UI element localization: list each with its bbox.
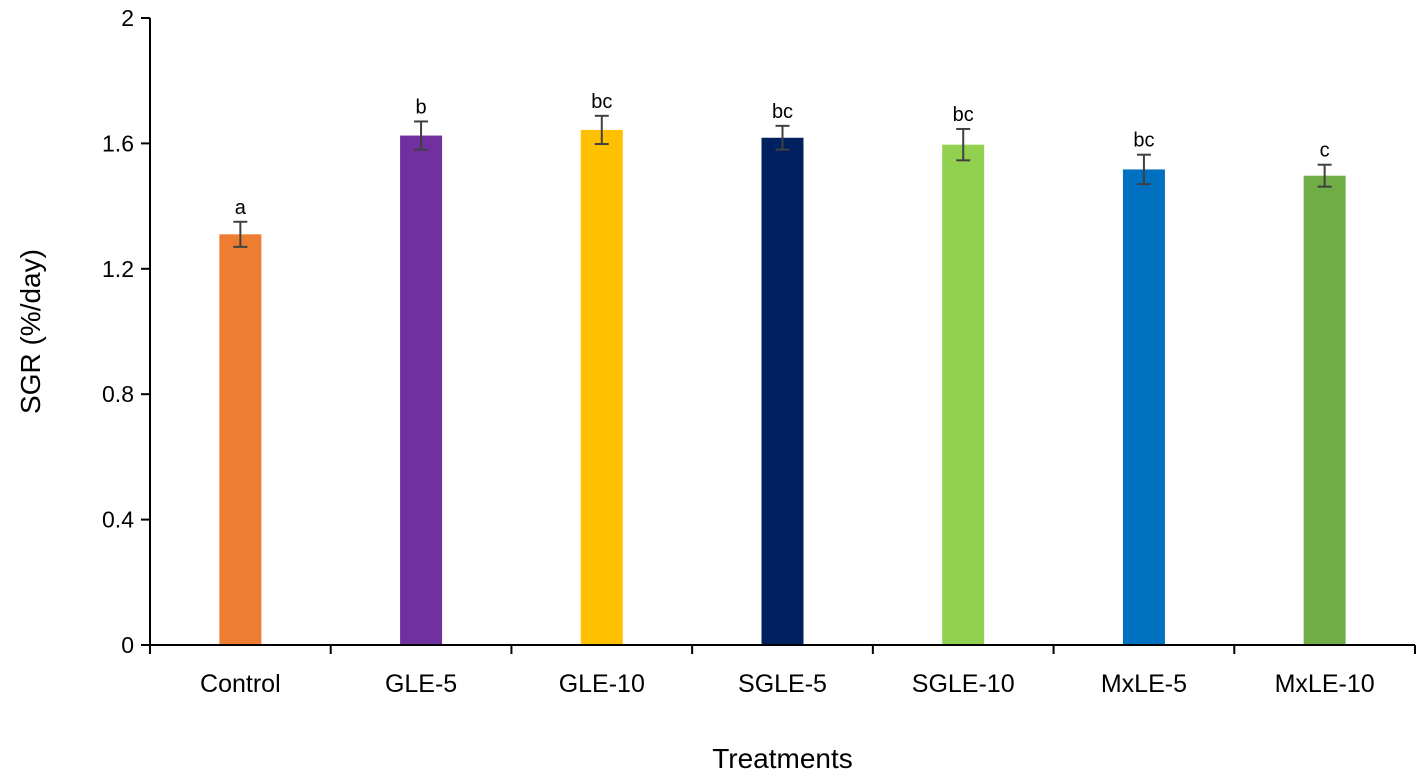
y-tick-label: 2 — [121, 5, 134, 31]
significance-label: bc — [591, 91, 612, 113]
significance-label: b — [416, 96, 427, 118]
x-category-label: MxLE-10 — [1275, 670, 1375, 698]
significance-label: bc — [1133, 130, 1154, 152]
bar-mxle-10 — [1303, 175, 1346, 646]
x-axis-title: Treatments — [712, 743, 853, 774]
y-tick-label: 1.6 — [102, 130, 134, 156]
bar-sgle-10 — [942, 144, 985, 646]
axes-layer — [149, 18, 1415, 646]
significance-label: c — [1320, 140, 1330, 162]
bar-gle-10 — [580, 129, 623, 645]
bar-sgle-5 — [761, 137, 804, 645]
x-category-label: MxLE-5 — [1101, 670, 1187, 698]
y-tick-label: 1.2 — [102, 256, 134, 282]
significance-labels-layer: a b bc bc bc bc c — [235, 91, 1330, 219]
significance-label: a — [235, 197, 247, 219]
error-bars-layer — [233, 114, 1332, 248]
bar-gle-5 — [400, 135, 443, 645]
bar-mxle-5 — [1122, 169, 1165, 645]
significance-label: bc — [772, 101, 793, 123]
x-category-label: SGLE-5 — [738, 670, 827, 698]
x-category-label: Control — [200, 670, 281, 698]
x-category-label: GLE-5 — [385, 670, 457, 698]
y-tick-label: 0.8 — [102, 381, 134, 407]
bars-layer — [219, 129, 1346, 646]
x-ticks-layer: Control GLE-5 GLE-10 SGLE-5 SGLE-10 MxLE-5 MxL… — [149, 645, 1416, 698]
y-ticks-layer: 0 0.4 0.8 1.2 1.6 2 — [102, 5, 150, 658]
y-axis-title: SGR (%/day) — [15, 249, 46, 414]
y-tick-label: 0 — [121, 632, 134, 658]
x-category-label: SGLE-10 — [912, 670, 1015, 698]
y-tick-label: 0.4 — [102, 507, 134, 533]
significance-label: bc — [953, 104, 974, 126]
bar-control — [219, 234, 262, 645]
x-category-label: GLE-10 — [559, 670, 645, 698]
